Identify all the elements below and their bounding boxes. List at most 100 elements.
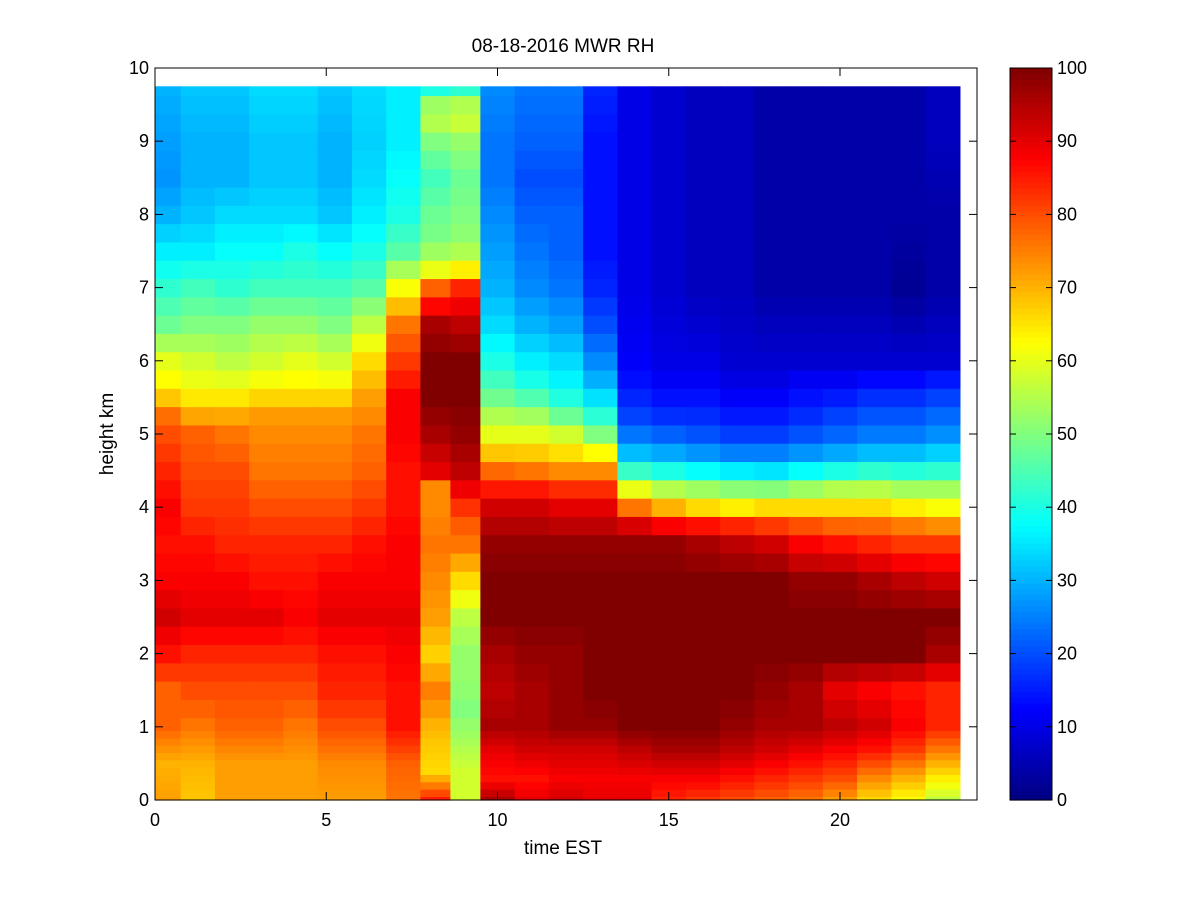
heat-cell — [386, 717, 422, 732]
heat-cell — [420, 260, 452, 280]
heat-cell — [788, 789, 824, 797]
heat-cell — [651, 767, 687, 775]
heat-cell — [925, 552, 961, 572]
colorbar-swatch — [1010, 531, 1052, 538]
heat-cell — [788, 95, 824, 115]
heat-cell — [822, 516, 858, 536]
heat-cell — [155, 752, 182, 761]
heat-cell — [386, 205, 422, 225]
heat-cell — [351, 662, 387, 682]
heat-cell — [617, 296, 653, 316]
heat-cell — [651, 406, 687, 426]
heat-cell — [685, 113, 721, 133]
heat-cell — [617, 424, 653, 444]
heat-cell — [685, 168, 721, 188]
colorbar-swatch — [1010, 639, 1052, 647]
y-tick-label: 2 — [139, 644, 149, 664]
heat-cell — [548, 95, 584, 115]
heat-cell — [214, 589, 250, 609]
heat-cell — [788, 781, 824, 790]
heat-cell — [155, 796, 182, 801]
heat-cell — [283, 774, 319, 783]
colorbar-swatch — [1010, 485, 1052, 492]
heat-cell — [754, 644, 790, 664]
heat-cell — [720, 351, 755, 371]
heat-cell — [420, 296, 452, 316]
heat-cell — [317, 796, 353, 801]
heat-cell — [685, 767, 721, 775]
heat-cell — [720, 168, 755, 188]
heat-cell — [925, 607, 961, 627]
heat-cell — [788, 717, 824, 732]
heat-cell — [180, 571, 216, 591]
heat-cell — [155, 789, 182, 797]
heat-cell — [822, 717, 858, 732]
heat-cell — [754, 796, 790, 801]
heat-cell — [155, 132, 182, 151]
heat-cell — [420, 571, 452, 591]
heat-cell — [214, 662, 250, 682]
heat-cell — [754, 315, 790, 334]
heat-cell — [180, 589, 216, 609]
heat-cell — [249, 479, 285, 499]
heat-cell — [651, 205, 687, 225]
y-tick-label: 0 — [139, 790, 149, 810]
colorbar-swatch — [1010, 496, 1052, 504]
heat-cell — [583, 626, 618, 646]
heat-cell — [386, 759, 422, 768]
heat-cell — [317, 607, 353, 627]
heat-cell — [450, 752, 481, 761]
colorbar-swatch — [1010, 782, 1052, 790]
colorbar-swatch — [1010, 668, 1052, 675]
heat-cell — [925, 296, 961, 316]
heat-cell — [754, 479, 790, 499]
heat-cell — [180, 461, 216, 481]
heat-cell — [351, 278, 387, 298]
heat-cell — [283, 781, 319, 790]
heat-cell — [857, 662, 892, 682]
heat-cell — [249, 186, 285, 206]
heat-cell — [788, 644, 824, 664]
heat-cell — [788, 516, 824, 536]
heat-cell — [351, 132, 387, 151]
heat-cell — [155, 534, 182, 554]
heat-cell — [283, 369, 319, 389]
heat-cell — [685, 388, 721, 408]
heat-cell — [925, 699, 961, 719]
heat-cell — [514, 534, 550, 554]
heat-cell — [450, 789, 481, 797]
heat-cell — [925, 774, 961, 783]
colorbar-swatch — [1010, 279, 1052, 286]
heat-cell — [617, 315, 653, 334]
heat-cell — [480, 388, 516, 408]
heat-cell — [450, 626, 481, 646]
heat-cell — [480, 150, 516, 170]
heat-cell — [317, 781, 353, 790]
heat-cell — [754, 681, 790, 700]
heat-cell — [788, 796, 824, 801]
heat-cell — [480, 461, 516, 481]
colorbar-swatch — [1010, 170, 1052, 178]
heat-cell — [720, 315, 755, 334]
heat-cell — [583, 644, 618, 664]
heat-cell — [155, 150, 182, 170]
heat-cell — [720, 717, 755, 732]
heat-cell — [583, 86, 618, 97]
colorbar-swatch — [1010, 148, 1052, 155]
heat-cell — [822, 644, 858, 664]
heat-cell — [249, 424, 285, 444]
heat-cell — [351, 406, 387, 426]
heat-cell — [480, 607, 516, 627]
heat-cell — [754, 333, 790, 353]
heat-cell — [480, 571, 516, 591]
heat-cell — [583, 388, 618, 408]
heat-cell — [420, 717, 452, 732]
heat-cell — [249, 278, 285, 298]
heat-cell — [583, 260, 618, 280]
heat-cell — [754, 774, 790, 783]
heat-cell — [386, 571, 422, 591]
heat-cell — [857, 443, 892, 463]
heat-cell — [180, 113, 216, 133]
heat-cell — [386, 86, 422, 97]
colorbar-swatch — [1010, 108, 1052, 115]
